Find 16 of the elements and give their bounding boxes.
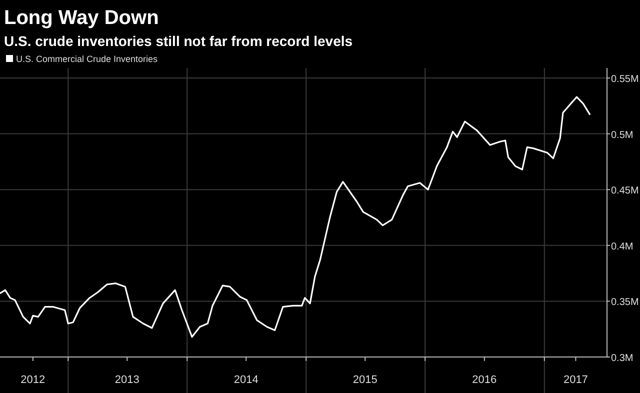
y-tick-label: 0.3M <box>611 353 634 364</box>
x-tick-label: 2013 <box>114 374 140 386</box>
x-tick-label: 2016 <box>472 374 497 386</box>
chart-title: Long Way Down <box>4 7 159 29</box>
y-tick-label: 0.5M <box>611 130 634 141</box>
chart-subtitle: U.S. crude inventories still not far from record levels <box>4 33 353 49</box>
line-series <box>0 96 591 338</box>
x-tick-label: 2017 <box>563 374 588 386</box>
y-tick-label: 0.45M <box>611 186 639 197</box>
x-tick-label: 2012 <box>20 374 46 386</box>
x-tick-label: 2014 <box>234 374 258 386</box>
x-tick-label: 2015 <box>352 374 378 386</box>
y-tick-label: 0.55M <box>611 74 639 85</box>
y-tick-label: 0.35M <box>611 297 639 308</box>
y-tick-label: 0.4M <box>611 241 634 252</box>
legend-label: U.S. Commercial Crude Inventories <box>16 54 158 64</box>
